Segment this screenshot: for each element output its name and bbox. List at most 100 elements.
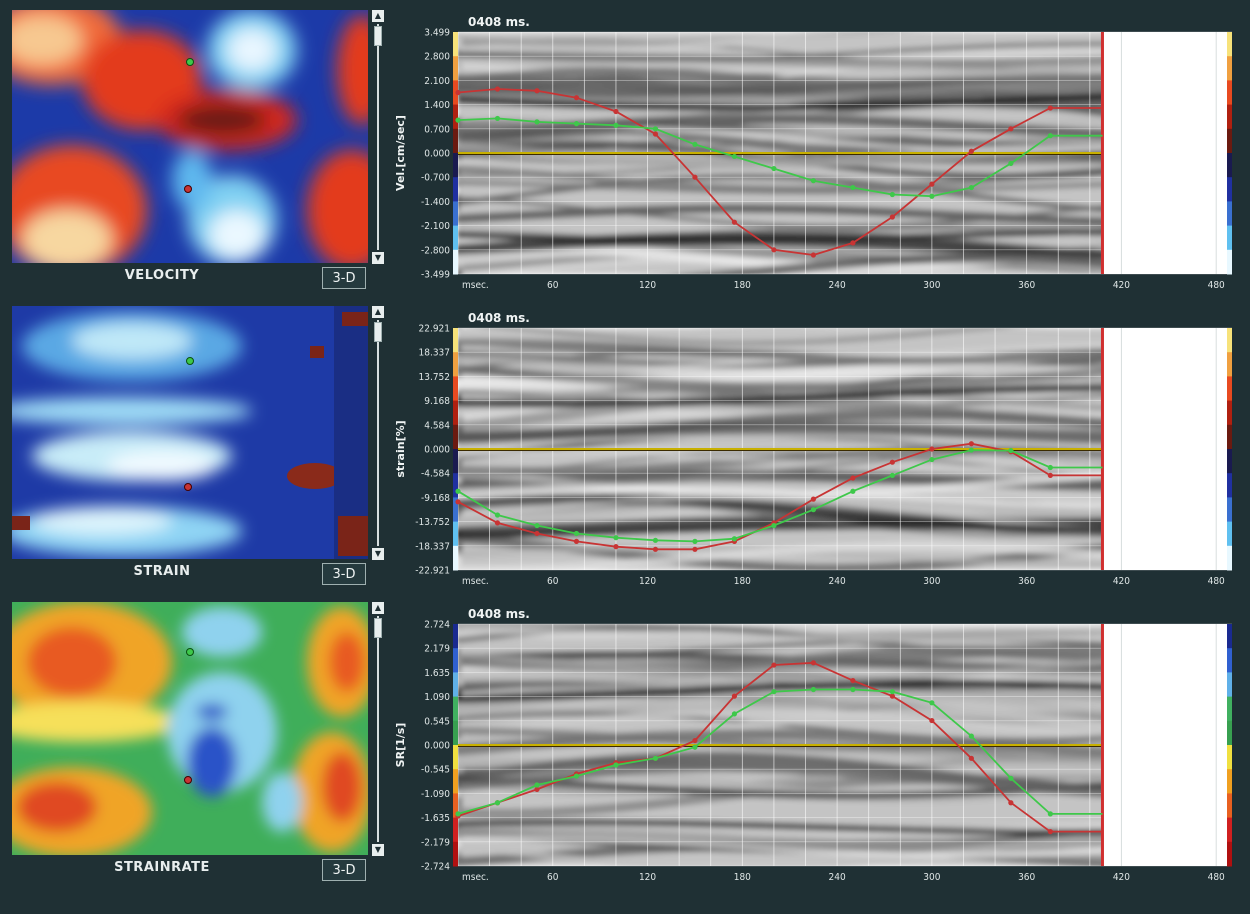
colorbar-left-segment (453, 720, 458, 746)
red-trace-point (968, 755, 974, 761)
velocity-row: VELOCITY 3-D ▲ ▼ 3.499 2.800 2.100 1.400 0.7… (0, 0, 1250, 296)
scroll-up-arrow-icon[interactable]: ▲ (372, 602, 384, 614)
x-tick-label: 360 (1018, 872, 1035, 883)
time-readout: 0408 ms. (468, 15, 530, 29)
green-trace-point (731, 536, 738, 542)
colorbar-right-segment (1227, 352, 1232, 377)
colorbar-left-segment (453, 449, 458, 474)
red-trace-point (850, 475, 856, 481)
scroll-track[interactable] (377, 616, 379, 842)
colorbar-right-segment (1227, 720, 1232, 746)
scroll-thumb[interactable] (374, 618, 382, 638)
colorbar-right-segment (1227, 473, 1232, 498)
y-tick-label: 0.000 (424, 445, 450, 456)
red-trace-point (1008, 800, 1014, 806)
scroll-down-arrow-icon[interactable]: ▼ (372, 548, 384, 560)
scroll-thumb[interactable] (374, 322, 382, 342)
green-trace-point (1008, 447, 1014, 454)
red-trace-point (613, 544, 619, 550)
colorbar-right-segment (1227, 249, 1232, 275)
y-tick-label: 18.337 (419, 348, 450, 359)
y-tick-label: -22.921 (415, 566, 450, 577)
colorbar-left-segment (453, 328, 458, 353)
map-scrollbar[interactable]: ▲ ▼ (372, 602, 384, 856)
scroll-track[interactable] (377, 24, 379, 250)
x-tick-label: 360 (1018, 280, 1035, 291)
green-trace-point (494, 800, 501, 806)
x-tick-label: 240 (829, 872, 846, 883)
red-trace-point (850, 677, 856, 684)
colorbar-left-segment (453, 672, 458, 698)
red-trace-point (534, 88, 540, 94)
red-trace-point (1047, 472, 1053, 478)
green-trace-point (455, 117, 461, 123)
green-trace-point (534, 782, 540, 788)
colorbar-right-segment (1227, 696, 1232, 722)
colorbar-right-segment (1227, 745, 1232, 770)
x-tick-label: 420 (1113, 280, 1130, 291)
red-trace-point (455, 89, 461, 96)
green-trace-point (771, 689, 777, 695)
green-trace-point (692, 141, 698, 147)
colorbar-left-segment (453, 769, 458, 794)
y-tick-label: 1.400 (424, 100, 450, 111)
3d-view-button[interactable]: 3-D (322, 267, 366, 289)
red-trace-point (692, 174, 698, 180)
x-tick-label: 120 (639, 576, 656, 587)
green-trace-point (573, 121, 580, 127)
colorbar-left-segment (453, 225, 458, 251)
x-unit-label: msec. (462, 872, 489, 883)
y-tick-label: 0.000 (424, 149, 450, 160)
scroll-thumb[interactable] (374, 26, 382, 46)
x-tick-label: 120 (639, 872, 656, 883)
strain-row: STRAIN 3-D ▲ ▼ 22.921 18.337 13.752 9.168 4.… (0, 296, 1250, 592)
strain-chart: 22.921 18.337 13.752 9.168 4.584 0.000 -4.584 -… (390, 302, 1246, 588)
colorbar-left-segment (453, 745, 458, 770)
map-scrollbar[interactable]: ▲ ▼ (372, 10, 384, 264)
x-tick-label: 60 (547, 280, 559, 291)
map-scrollbar[interactable]: ▲ ▼ (372, 306, 384, 560)
colorbar-left-segment (453, 376, 458, 402)
y-tick-label: 13.752 (419, 372, 450, 383)
green-trace-point (850, 184, 856, 191)
green-trace-point (1047, 464, 1053, 471)
x-tick-label: 300 (923, 280, 940, 291)
velocity-chart: 3.499 2.800 2.100 1.400 0.700 0.000 -0.700 -1.4… (390, 6, 1246, 292)
scroll-up-arrow-icon[interactable]: ▲ (372, 10, 384, 22)
colorbar-right-segment (1227, 56, 1232, 81)
colorbar-left-segment (453, 841, 458, 867)
red-trace-point (929, 446, 935, 452)
scroll-up-arrow-icon[interactable]: ▲ (372, 306, 384, 318)
green-trace-point (692, 538, 698, 544)
green-trace-point (889, 472, 895, 478)
scroll-down-arrow-icon[interactable]: ▼ (372, 252, 384, 264)
y-tick-label: 3.499 (424, 28, 450, 39)
colorbar-right-segment (1227, 177, 1232, 202)
green-trace-point (968, 184, 974, 191)
green-trace-point (652, 755, 659, 761)
colorbar-right-segment (1227, 672, 1232, 698)
colorbar-left-segment (453, 545, 458, 571)
scroll-track[interactable] (377, 320, 379, 546)
colorbar-right-segment (1227, 648, 1232, 673)
scroll-down-arrow-icon[interactable]: ▼ (372, 844, 384, 856)
red-trace-point (850, 240, 856, 246)
velocity-map[interactable] (12, 10, 368, 263)
time-readout: 0408 ms. (468, 311, 530, 325)
colorbar-right-segment (1227, 449, 1232, 474)
colorbar-right-segment (1227, 497, 1232, 523)
red-trace-point (652, 131, 659, 137)
colorbar-left-segment (453, 497, 458, 523)
strainrate-row: STRAINRATE 3-D ▲ ▼ 2.724 2.179 1.635 1.090 0… (0, 592, 1250, 888)
green-trace-point (534, 119, 540, 125)
3d-view-button[interactable]: 3-D (322, 859, 366, 881)
y-tick-label: 1.635 (424, 668, 450, 679)
strainrate-map[interactable] (12, 602, 368, 855)
x-tick-label: 300 (923, 576, 940, 587)
green-trace-point (1047, 811, 1053, 817)
colorbar-right-segment (1227, 793, 1232, 819)
strain-map[interactable] (12, 306, 368, 559)
colorbar-left-segment (453, 473, 458, 498)
3d-view-button[interactable]: 3-D (322, 563, 366, 585)
red-trace-point (968, 441, 974, 447)
